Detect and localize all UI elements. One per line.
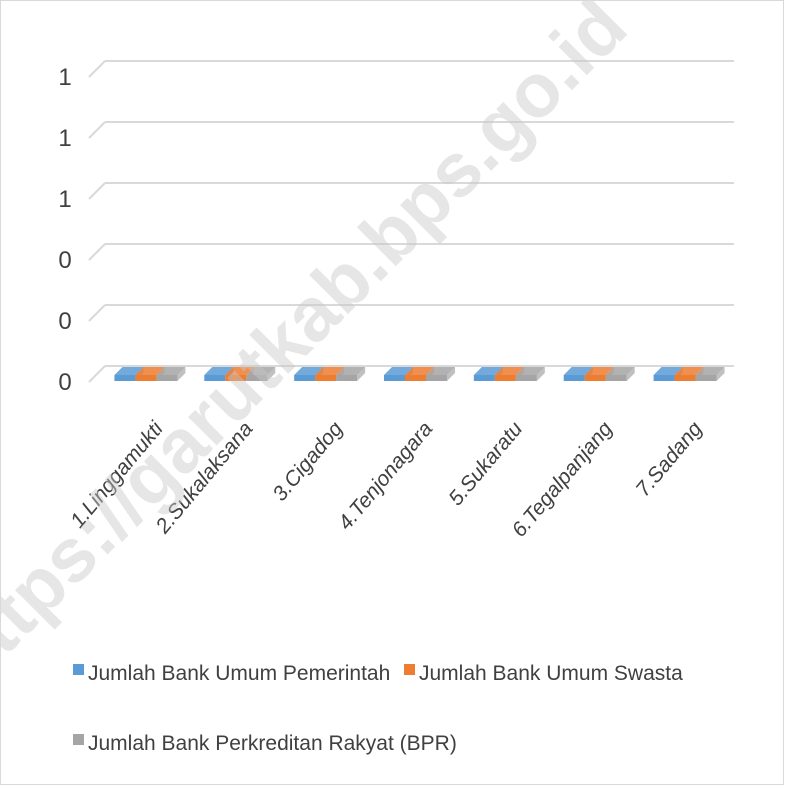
y-tick-label: 0 — [58, 308, 71, 335]
bar-side-face — [626, 367, 635, 381]
bar-side-face — [536, 367, 545, 381]
gridline-wall-edge — [88, 60, 106, 78]
bar-top-face — [563, 367, 593, 375]
bar-top-face — [695, 367, 725, 375]
bar-top-face — [515, 367, 545, 375]
legend-swatch — [73, 734, 84, 745]
gridlines — [88, 60, 734, 383]
bar — [135, 375, 157, 381]
bar-top-face — [473, 367, 503, 375]
bar-top-face — [246, 367, 276, 375]
bar-top-face — [225, 367, 255, 375]
bar — [674, 375, 696, 381]
bar — [584, 375, 606, 381]
bar-top-face — [204, 367, 234, 375]
x-category-label: 5.Sukaratu — [444, 417, 527, 510]
gridline-wall-edge — [88, 365, 106, 383]
bar-top-face — [315, 367, 345, 375]
bar-top-face — [674, 367, 704, 375]
y-tick-label: 0 — [58, 369, 71, 396]
legend-swatch — [73, 664, 84, 675]
bar-top-face — [384, 367, 413, 375]
bar-top-face — [336, 367, 366, 375]
bar — [315, 375, 337, 381]
y-tick-label: 1 — [58, 186, 71, 213]
bar — [405, 375, 426, 381]
bar-top-face — [426, 367, 455, 375]
bar — [384, 375, 405, 381]
x-category-label: 7.Sadang — [631, 417, 707, 501]
bar — [426, 375, 447, 381]
watermark-text: https://garutkab.bps.go.id — [1, 1, 643, 703]
bar-top-face — [405, 367, 434, 375]
x-category-label: 3.Cigadog — [268, 417, 347, 505]
y-tick-label: 1 — [58, 64, 71, 91]
y-tick-label: 0 — [58, 247, 71, 274]
bar-top-face — [584, 367, 614, 375]
legend-label: Jumlah Bank Umum Pemerintah — [88, 662, 390, 685]
bar — [473, 375, 495, 381]
bar-side-face — [177, 367, 186, 381]
bar-top-face — [494, 367, 524, 375]
bar — [204, 375, 226, 381]
gridline-wall-edge — [88, 121, 106, 139]
bar-top-face — [294, 367, 324, 375]
bar — [563, 375, 585, 381]
bars — [114, 367, 725, 381]
y-axis-tick-labels: 0 0 0 1 1 1 — [58, 64, 71, 396]
bar-side-face — [267, 367, 276, 381]
gridline-wall-edge — [88, 304, 106, 322]
bar-side-face — [716, 367, 725, 381]
bar-top-face — [135, 367, 165, 375]
gridline-wall-edge — [88, 182, 106, 200]
bar — [605, 375, 627, 381]
bar — [225, 375, 247, 381]
bar-top-face — [653, 367, 683, 375]
bar — [156, 375, 178, 381]
bar-side-face — [447, 367, 455, 381]
bar — [515, 375, 537, 381]
legend-label: Jumlah Bank Perkreditan Rakyat (BPR) — [88, 732, 457, 755]
bar — [653, 375, 675, 381]
legend: Jumlah Bank Umum Pemerintah Jumlah Bank U… — [73, 662, 683, 755]
legend-swatch — [404, 664, 415, 675]
legend-label: Jumlah Bank Umum Swasta — [419, 662, 683, 685]
bar-top-face — [605, 367, 635, 375]
bar-top-face — [156, 367, 186, 375]
bar — [494, 375, 516, 381]
y-tick-label: 1 — [58, 125, 71, 152]
bar — [336, 375, 358, 381]
bar — [114, 375, 136, 381]
bar — [246, 375, 268, 381]
bar — [695, 375, 717, 381]
bar-side-face — [357, 367, 366, 381]
x-category-label: 4.Tenjonagara — [334, 417, 437, 534]
gridline-wall-edge — [88, 243, 106, 261]
bar — [294, 375, 316, 381]
bar-top-face — [114, 367, 144, 375]
